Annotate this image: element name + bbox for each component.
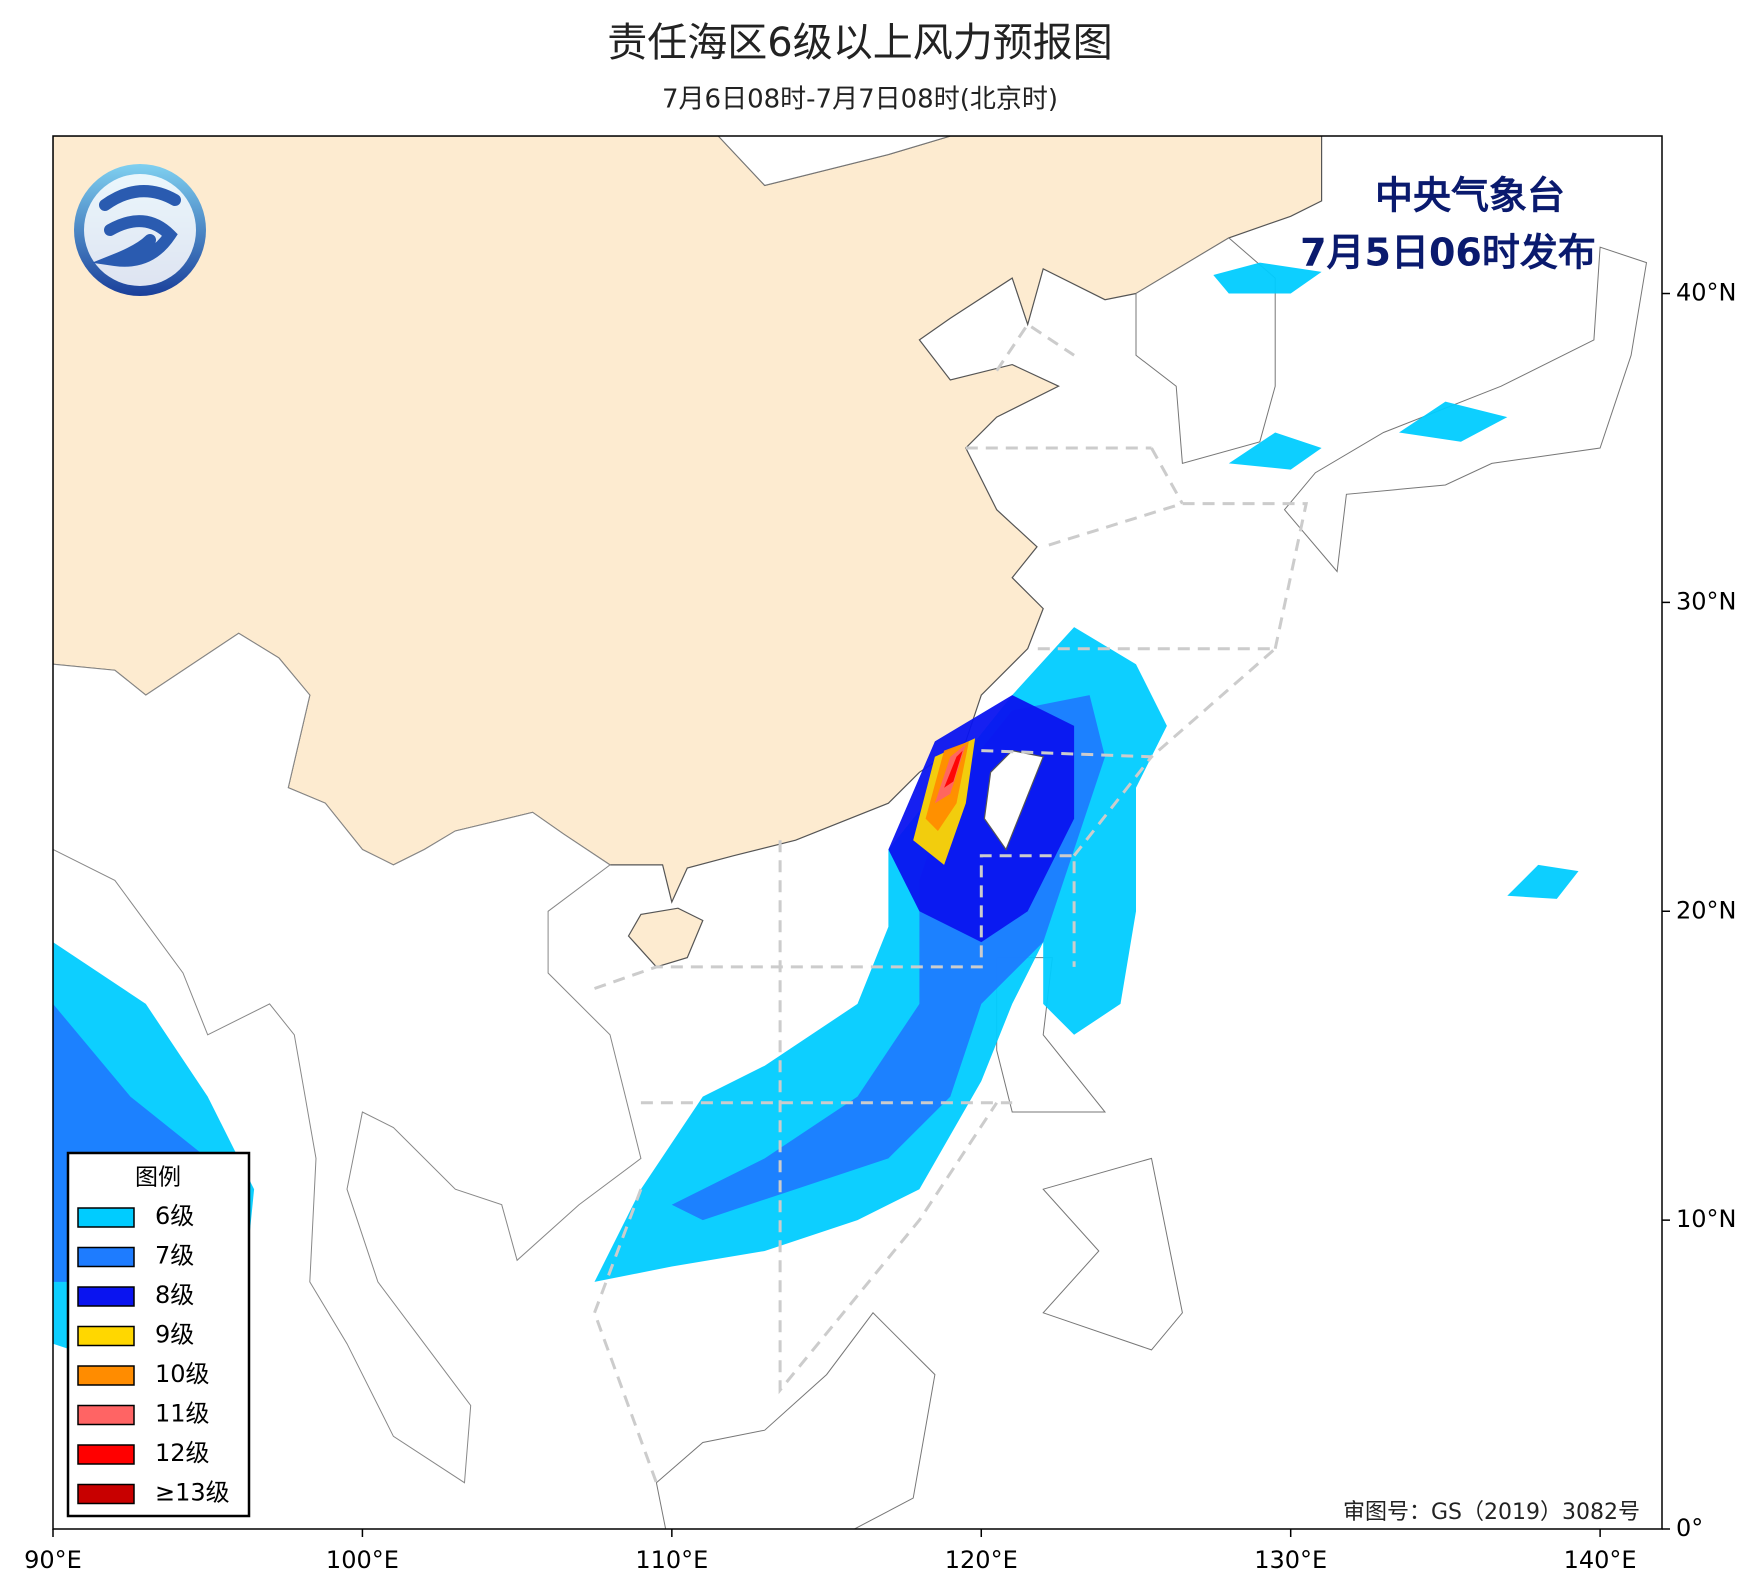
x-tick-label: 130°E [1254, 1546, 1327, 1574]
legend-swatch [77, 1483, 135, 1505]
x-tick-label: 110°E [635, 1546, 708, 1574]
legend-title: 图例 [135, 1165, 181, 1191]
issuer: 中央气象台 [1375, 174, 1565, 218]
land [1135, 237, 1276, 465]
land [53, 632, 642, 1484]
wind-area [1228, 432, 1322, 470]
logo [74, 164, 206, 296]
sea-boundary [995, 322, 1075, 372]
legend-swatch [77, 1404, 135, 1426]
legend-label: 8级 [155, 1281, 194, 1309]
legend-swatch [77, 1444, 135, 1465]
legend-label: 9级 [155, 1321, 194, 1349]
y-tick-label: 10°N [1676, 1205, 1737, 1233]
land [983, 749, 1045, 851]
legend-label: 10级 [155, 1360, 210, 1388]
y-tick-label: 30°N [1676, 587, 1737, 615]
legend-swatch [77, 1207, 135, 1228]
x-tick-label: 140°E [1564, 1546, 1637, 1574]
wind-area [1213, 262, 1322, 294]
approval: 审图号：GS（2019）3082号 [1343, 1500, 1640, 1525]
sea-boundary [1150, 447, 1184, 505]
sea-boundary [1072, 755, 1153, 857]
legend-label: 12级 [155, 1439, 210, 1467]
y-tick-label: 0° [1676, 1514, 1703, 1542]
sea-boundary [981, 647, 1280, 759]
x-tick-label: 120°E [945, 1546, 1018, 1574]
map-area [53, 136, 1648, 1529]
land [717, 136, 951, 186]
sea-boundary [594, 854, 1076, 990]
y-tick-label: 40°N [1676, 279, 1737, 307]
land [655, 1312, 936, 1529]
subtitle: 7月6日08时-7月7日08时(北京时) [662, 85, 1058, 115]
x-tick-label: 100°E [326, 1546, 399, 1574]
legend-swatch [77, 1286, 135, 1307]
y-tick-label: 20°N [1676, 896, 1737, 924]
land [627, 907, 704, 968]
legend-label: 6级 [155, 1202, 194, 1230]
legend: 图例 6级 7级 8级 9级 10级 11级 12级 ≥13级 [66, 1151, 251, 1518]
legend-swatch [77, 1365, 135, 1386]
land [1042, 1157, 1183, 1351]
wind-area [944, 750, 963, 788]
legend-label: 7级 [155, 1242, 194, 1270]
legend-label: ≥13级 [155, 1479, 230, 1507]
wind-area [1399, 401, 1508, 442]
legend-label: 11级 [155, 1400, 210, 1428]
legend-swatch [77, 1325, 135, 1347]
title: 责任海区6级以上风力预报图 [607, 20, 1112, 66]
legend-swatch [77, 1246, 135, 1268]
x-tick-label: 90°E [24, 1546, 82, 1574]
wind-area [1507, 864, 1579, 899]
sea-boundary [1042, 502, 1309, 650]
map-frame [52, 135, 1663, 1530]
sea-boundary [592, 1188, 658, 1484]
issue-time: 7月5日06时发布 [1300, 231, 1596, 275]
